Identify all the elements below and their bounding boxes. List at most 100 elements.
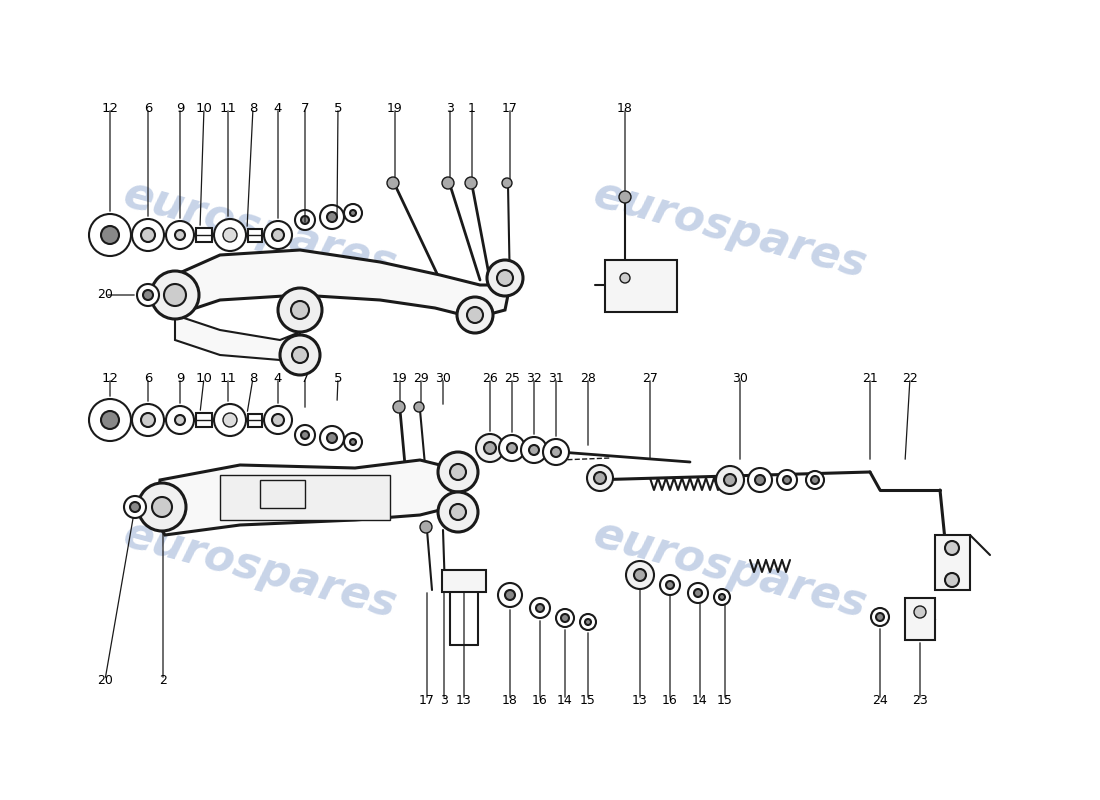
Circle shape xyxy=(164,284,186,306)
Text: 17: 17 xyxy=(502,102,518,114)
Text: 13: 13 xyxy=(456,694,472,706)
Text: 3: 3 xyxy=(440,694,448,706)
Circle shape xyxy=(783,476,791,484)
Circle shape xyxy=(350,210,356,216)
Circle shape xyxy=(502,178,512,188)
Circle shape xyxy=(498,583,522,607)
Circle shape xyxy=(484,442,496,454)
Text: 27: 27 xyxy=(642,371,658,385)
Circle shape xyxy=(507,443,517,453)
Text: 7: 7 xyxy=(300,371,309,385)
Circle shape xyxy=(530,598,550,618)
Text: 12: 12 xyxy=(101,371,119,385)
Circle shape xyxy=(450,504,466,520)
Text: 5: 5 xyxy=(333,102,342,114)
Circle shape xyxy=(387,177,399,189)
Circle shape xyxy=(175,415,185,425)
Text: 2: 2 xyxy=(160,674,167,686)
Text: 19: 19 xyxy=(392,371,408,385)
Text: 8: 8 xyxy=(249,371,257,385)
Circle shape xyxy=(132,219,164,251)
Text: eurospares: eurospares xyxy=(588,173,871,287)
Circle shape xyxy=(214,219,246,251)
Text: 30: 30 xyxy=(733,371,748,385)
Text: 14: 14 xyxy=(692,694,708,706)
Text: 10: 10 xyxy=(196,102,212,114)
Circle shape xyxy=(505,590,515,600)
Circle shape xyxy=(214,404,246,436)
Circle shape xyxy=(292,347,308,363)
Text: 25: 25 xyxy=(504,371,520,385)
Circle shape xyxy=(694,589,702,597)
Circle shape xyxy=(278,288,322,332)
Circle shape xyxy=(619,191,631,203)
Circle shape xyxy=(585,619,591,625)
Circle shape xyxy=(280,335,320,375)
Circle shape xyxy=(499,435,525,461)
Bar xyxy=(220,475,390,520)
Text: 9: 9 xyxy=(176,371,184,385)
Bar xyxy=(935,535,970,590)
Circle shape xyxy=(561,614,569,622)
Bar xyxy=(605,260,676,312)
Polygon shape xyxy=(175,250,510,318)
Bar xyxy=(248,229,262,242)
Circle shape xyxy=(587,465,613,491)
Circle shape xyxy=(450,464,466,480)
Text: 16: 16 xyxy=(532,694,548,706)
Circle shape xyxy=(350,439,356,445)
Text: 6: 6 xyxy=(144,102,152,114)
Circle shape xyxy=(414,402,424,412)
Circle shape xyxy=(130,502,140,512)
Circle shape xyxy=(688,583,708,603)
Circle shape xyxy=(141,413,155,427)
Text: 28: 28 xyxy=(580,371,596,385)
Polygon shape xyxy=(155,460,460,535)
Circle shape xyxy=(320,426,344,450)
Circle shape xyxy=(580,614,596,630)
Circle shape xyxy=(487,260,522,296)
Circle shape xyxy=(166,406,194,434)
Circle shape xyxy=(89,214,131,256)
Circle shape xyxy=(295,425,315,445)
Circle shape xyxy=(223,228,236,242)
Circle shape xyxy=(138,284,160,306)
Circle shape xyxy=(755,475,764,485)
Text: eurospares: eurospares xyxy=(588,513,871,627)
Text: 15: 15 xyxy=(580,694,596,706)
Circle shape xyxy=(945,541,959,555)
Bar xyxy=(905,598,935,640)
Circle shape xyxy=(876,613,884,621)
Circle shape xyxy=(138,483,186,531)
Text: 29: 29 xyxy=(414,371,429,385)
Bar xyxy=(248,414,262,427)
Text: 20: 20 xyxy=(97,674,113,686)
Circle shape xyxy=(327,212,337,222)
Text: 1: 1 xyxy=(469,102,476,114)
Circle shape xyxy=(151,271,199,319)
Circle shape xyxy=(626,561,654,589)
Bar xyxy=(196,413,212,427)
Circle shape xyxy=(551,447,561,457)
Circle shape xyxy=(295,210,315,230)
Circle shape xyxy=(301,431,309,439)
Text: 10: 10 xyxy=(196,371,212,385)
Text: 26: 26 xyxy=(482,371,498,385)
Bar xyxy=(442,570,486,592)
Text: 14: 14 xyxy=(557,694,573,706)
Text: 3: 3 xyxy=(447,102,454,114)
Circle shape xyxy=(465,177,477,189)
Circle shape xyxy=(666,581,674,589)
Circle shape xyxy=(101,226,119,244)
Circle shape xyxy=(132,404,164,436)
Circle shape xyxy=(438,452,478,492)
Circle shape xyxy=(101,411,119,429)
Circle shape xyxy=(301,216,309,224)
Circle shape xyxy=(89,399,131,441)
Polygon shape xyxy=(175,315,300,360)
Text: 17: 17 xyxy=(419,694,435,706)
Text: 18: 18 xyxy=(502,694,518,706)
Circle shape xyxy=(914,606,926,618)
Bar xyxy=(260,480,305,508)
Text: 23: 23 xyxy=(912,694,928,706)
